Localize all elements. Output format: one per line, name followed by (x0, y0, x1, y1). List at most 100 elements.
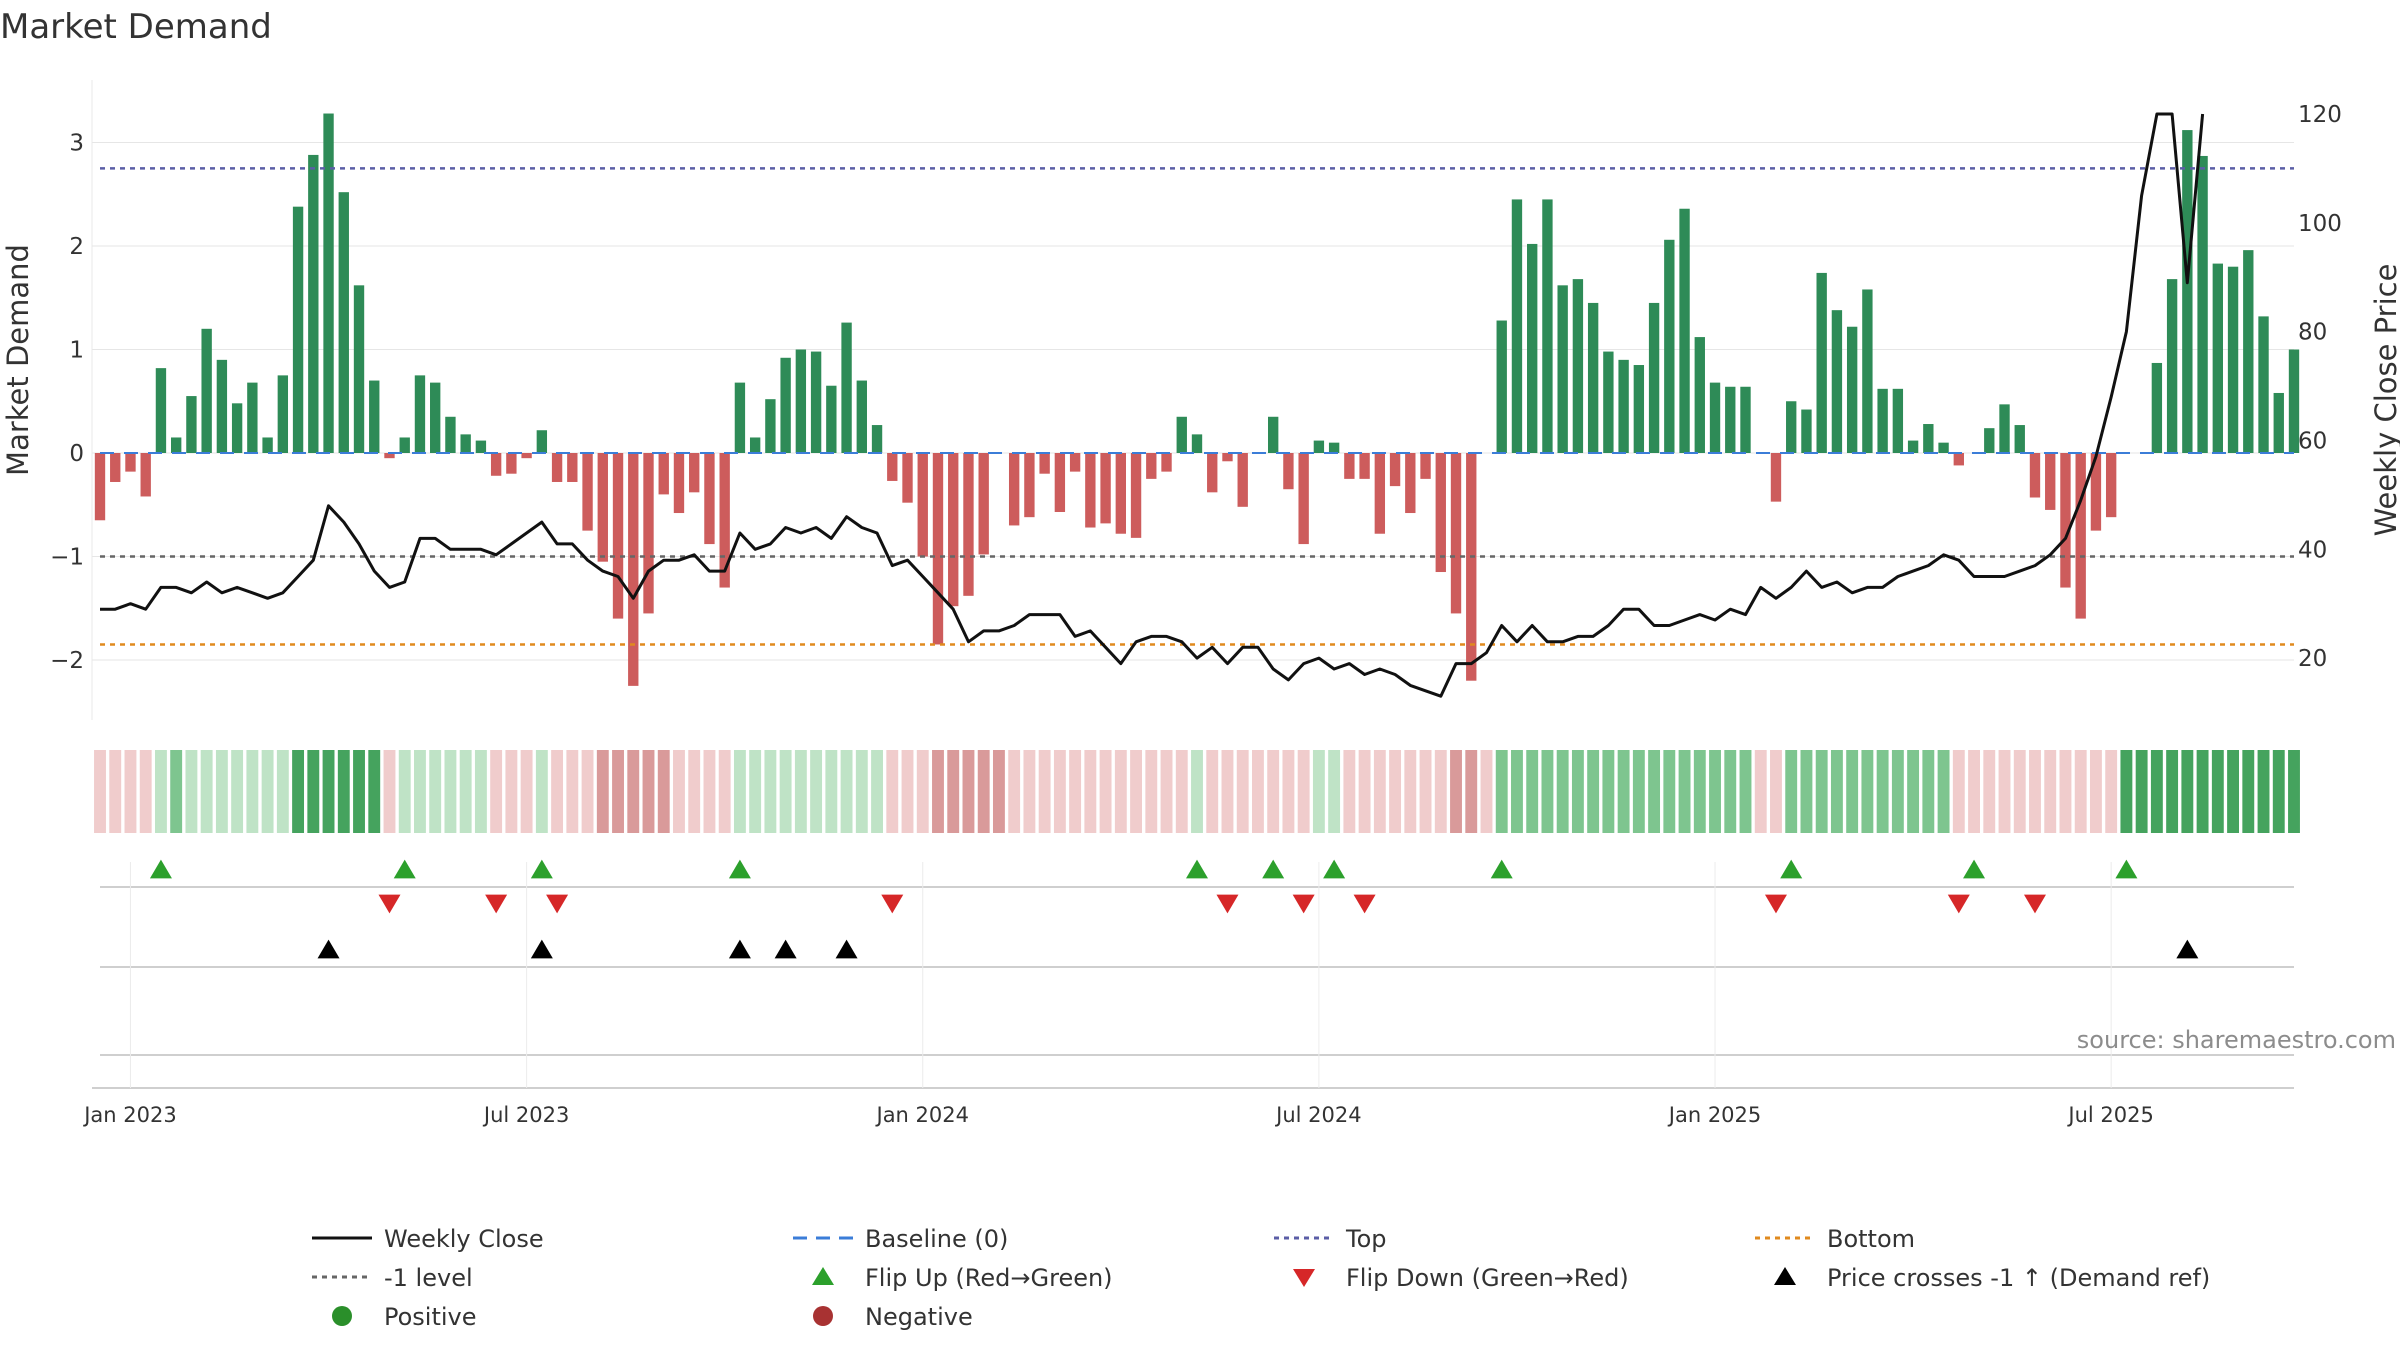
y2-axis-label: Weekly Close Price (2369, 264, 2400, 537)
demand-bar (1450, 453, 1462, 614)
flip-down-marker (1292, 894, 1315, 914)
flip-down-marker (546, 894, 569, 914)
demand-bar (2090, 453, 2102, 531)
ribbon-segment (383, 750, 396, 833)
flip-down-marker (485, 894, 508, 914)
ribbon-segment (733, 750, 746, 833)
ribbon-segment (2013, 750, 2026, 833)
demand-bar (948, 453, 959, 607)
demand-bar (1237, 453, 1248, 507)
ribbon-segment (581, 750, 594, 833)
demand-bar (1648, 302, 1660, 453)
ribbon-segment (2089, 750, 2102, 833)
ribbon-segment (1343, 750, 1356, 833)
demand-bar (1085, 453, 1096, 528)
ribbon-segment (124, 750, 137, 833)
demand-bar (262, 437, 273, 453)
demand-bar (765, 399, 776, 453)
flip-down-marker (378, 894, 401, 914)
ribbon-segment (2044, 750, 2057, 833)
ribbon-segment (2288, 750, 2300, 833)
legend-swatch (1774, 1267, 1796, 1285)
demand-bar (1328, 442, 1340, 453)
ribbon-segment (505, 750, 518, 833)
y-tick-label: 3 (69, 131, 84, 157)
demand-bar (1008, 453, 1020, 526)
flip-up-marker (2115, 859, 2138, 879)
flip-down-marker (1216, 894, 1239, 914)
ribbon-segment (139, 750, 152, 833)
flip-up-marker (1963, 859, 1986, 879)
flip-up-marker (393, 859, 416, 879)
ribbon-segment (2257, 750, 2270, 833)
demand-bar (628, 453, 639, 686)
ribbon-segment (1693, 750, 1706, 833)
ribbon-segment (1434, 750, 1447, 833)
demand-bar (551, 453, 563, 482)
demand-bar (978, 453, 989, 555)
ribbon-segment (1617, 750, 1630, 833)
ribbon-segment (1511, 750, 1523, 833)
ribbon-segment (1830, 750, 1843, 833)
ribbon-segment (1785, 750, 1798, 833)
legend-swatch (332, 1306, 352, 1326)
ribbon-segment (794, 750, 807, 833)
demand-bar (749, 437, 761, 453)
legend-label: -1 level (384, 1264, 473, 1292)
ribbon-segment (779, 750, 792, 833)
legend-label: Flip Down (Green→Red) (1346, 1264, 1629, 1292)
ribbon-segment (947, 750, 960, 833)
chart-title: Market Demand (0, 7, 272, 47)
ribbon-segment (1632, 750, 1645, 833)
ribbon-segment (2181, 750, 2194, 833)
demand-bar (689, 453, 700, 493)
demand-bar (1405, 453, 1416, 514)
flip-up-marker (1490, 859, 1513, 879)
ribbon-segment (459, 750, 472, 833)
demand-bar (1222, 453, 1233, 462)
demand-bar (1527, 243, 1538, 453)
source-note: source: sharemaestro.com (2077, 1026, 2396, 1054)
demand-bar (841, 322, 852, 453)
x-tick-label: Jul 2023 (482, 1103, 569, 1127)
ribbon-segment (1160, 750, 1173, 833)
ribbon-segment (962, 750, 975, 833)
legend-item-level: -1 level (312, 1264, 473, 1292)
demand-bar (277, 375, 289, 453)
demand-bar (521, 453, 532, 459)
ribbon-segment (1495, 750, 1508, 833)
legend-label: Bottom (1827, 1225, 1915, 1253)
demand-bar (719, 453, 730, 588)
ribbon-segment (657, 750, 670, 833)
demand-bar (917, 453, 928, 557)
legend-item-bottom: Bottom (1755, 1225, 1915, 1253)
demand-bar (643, 453, 654, 614)
legend-item-top: Top (1274, 1225, 1387, 1253)
ribbon-segment (1373, 750, 1386, 833)
demand-bar (932, 453, 944, 645)
ribbon-segment (1038, 750, 1051, 833)
ribbon-segment (535, 750, 548, 833)
legend: Weekly Close Baseline (0) Top Bottom -1 leve… (312, 1225, 2210, 1331)
y-axis-ticks: 3 2 1 0 −1 −2 (50, 131, 84, 675)
ribbon-segment (1937, 750, 1950, 833)
y-axis-label: Market Demand (1, 244, 35, 476)
demand-bar (1999, 404, 2010, 453)
demand-bar (1115, 453, 1126, 534)
y-tick-label: 1 (69, 338, 84, 364)
ribbon-segment (1998, 750, 2011, 833)
price-layer (100, 112, 2205, 698)
demand-bar (171, 437, 182, 453)
legend-swatch (812, 1267, 834, 1285)
demand-bar (1801, 409, 1812, 453)
ribbon-segment (1648, 750, 1661, 833)
demand-bar (1511, 199, 1523, 453)
ribbon-segment (673, 750, 685, 833)
ribbon-segment (1282, 750, 1295, 833)
demand-bar (1603, 351, 1614, 453)
demand-bar (1923, 424, 1934, 453)
flip-down-marker (881, 894, 904, 914)
ribbon-segment (2029, 750, 2041, 833)
ribbon-segment (932, 750, 944, 833)
x-tick-label: Jul 2025 (2066, 1103, 2153, 1127)
